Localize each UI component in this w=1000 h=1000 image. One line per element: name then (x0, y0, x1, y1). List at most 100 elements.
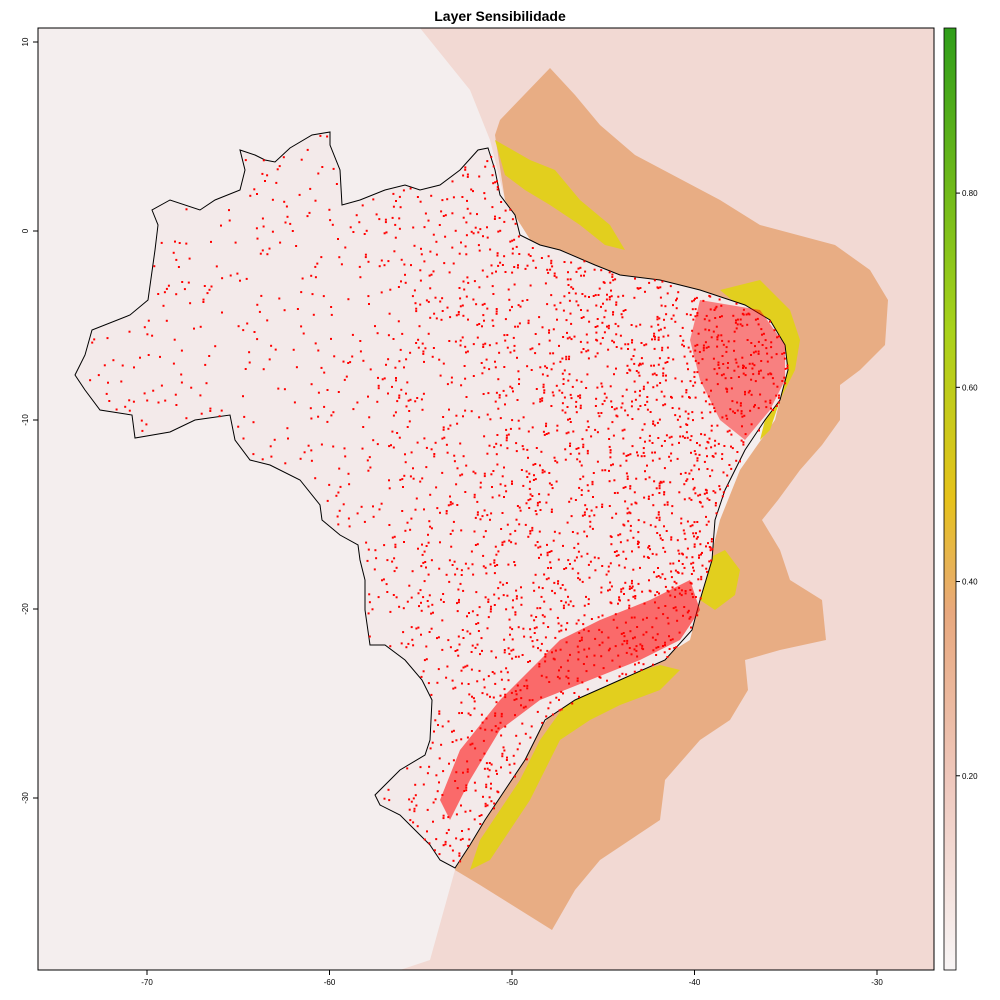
occurrence-point (733, 340, 736, 343)
occurrence-point (585, 350, 588, 353)
occurrence-point (613, 341, 615, 344)
occurrence-point (694, 396, 697, 399)
occurrence-point (444, 235, 447, 238)
occurrence-point (541, 471, 544, 474)
occurrence-point (621, 316, 624, 319)
occurrence-point (595, 397, 598, 400)
occurrence-point (624, 309, 627, 311)
occurrence-point (630, 405, 633, 408)
occurrence-point (395, 200, 397, 202)
occurrence-point (615, 367, 617, 370)
occurrence-point (595, 304, 598, 307)
occurrence-point (429, 493, 432, 496)
occurrence-point (692, 532, 695, 535)
occurrence-point (261, 458, 264, 461)
occurrence-point (559, 587, 562, 590)
occurrence-point (559, 301, 562, 304)
occurrence-point (362, 426, 365, 428)
occurrence-point (470, 668, 473, 671)
occurrence-point (688, 497, 691, 500)
occurrence-point (618, 598, 621, 601)
occurrence-point (415, 804, 418, 807)
occurrence-point (646, 408, 649, 411)
occurrence-point (728, 464, 731, 466)
occurrence-point (498, 351, 501, 354)
occurrence-point (509, 633, 511, 636)
occurrence-point (547, 567, 550, 569)
occurrence-point (429, 316, 432, 319)
occurrence-point (662, 335, 665, 338)
occurrence-point (486, 413, 489, 416)
occurrence-point (487, 392, 490, 395)
occurrence-point (608, 505, 611, 507)
occurrence-point (549, 701, 552, 704)
occurrence-point (465, 221, 468, 224)
occurrence-point (320, 366, 323, 369)
occurrence-point (440, 210, 443, 213)
occurrence-point (214, 345, 217, 348)
occurrence-point (516, 505, 519, 507)
occurrence-point (398, 227, 401, 230)
occurrence-point (486, 804, 489, 807)
occurrence-point (704, 400, 707, 403)
occurrence-point (447, 504, 450, 507)
occurrence-point (689, 380, 692, 383)
occurrence-point (564, 448, 567, 451)
occurrence-point (430, 194, 433, 197)
occurrence-point (352, 231, 355, 233)
occurrence-point (499, 417, 502, 420)
occurrence-point (686, 520, 689, 523)
occurrence-point (483, 192, 486, 195)
occurrence-point (371, 608, 374, 611)
occurrence-point (710, 424, 713, 427)
occurrence-point (626, 364, 629, 367)
occurrence-point (616, 491, 619, 494)
occurrence-point (568, 355, 571, 358)
occurrence-point (389, 288, 392, 291)
occurrence-point (648, 434, 651, 437)
occurrence-point (473, 496, 476, 499)
occurrence-point (591, 483, 594, 486)
occurrence-point (565, 432, 568, 435)
occurrence-point (742, 372, 745, 375)
occurrence-point (649, 590, 652, 593)
occurrence-point (438, 781, 440, 784)
occurrence-point (483, 472, 486, 475)
occurrence-point (598, 415, 601, 418)
x-tick-label-1: -60 (324, 978, 336, 987)
occurrence-point (526, 448, 529, 451)
occurrence-point (529, 636, 532, 639)
occurrence-point (466, 664, 469, 667)
occurrence-point (644, 470, 646, 473)
occurrence-point (656, 318, 659, 321)
occurrence-point (409, 819, 412, 822)
occurrence-point (652, 420, 655, 423)
occurrence-point (597, 616, 600, 619)
occurrence-point (689, 313, 692, 316)
occurrence-point (442, 770, 445, 773)
occurrence-point (368, 303, 370, 305)
occurrence-point (588, 320, 591, 323)
occurrence-point (540, 553, 542, 556)
occurrence-point (345, 375, 348, 378)
occurrence-point (548, 482, 551, 485)
occurrence-point (695, 296, 698, 299)
occurrence-point (681, 563, 684, 565)
occurrence-point (498, 394, 501, 397)
occurrence-point (384, 218, 387, 221)
occurrence-point (395, 596, 398, 599)
occurrence-point (685, 479, 688, 482)
occurrence-point (627, 599, 630, 602)
occurrence-point (654, 525, 657, 528)
occurrence-point (277, 387, 280, 390)
occurrence-point (599, 676, 602, 679)
occurrence-point (516, 399, 519, 401)
occurrence-point (649, 524, 652, 527)
occurrence-point (372, 515, 375, 518)
occurrence-point (744, 390, 746, 393)
occurrence-point (521, 654, 524, 656)
occurrence-point (469, 632, 472, 635)
occurrence-point (504, 403, 506, 406)
occurrence-point (569, 278, 572, 281)
occurrence-point (750, 378, 753, 381)
